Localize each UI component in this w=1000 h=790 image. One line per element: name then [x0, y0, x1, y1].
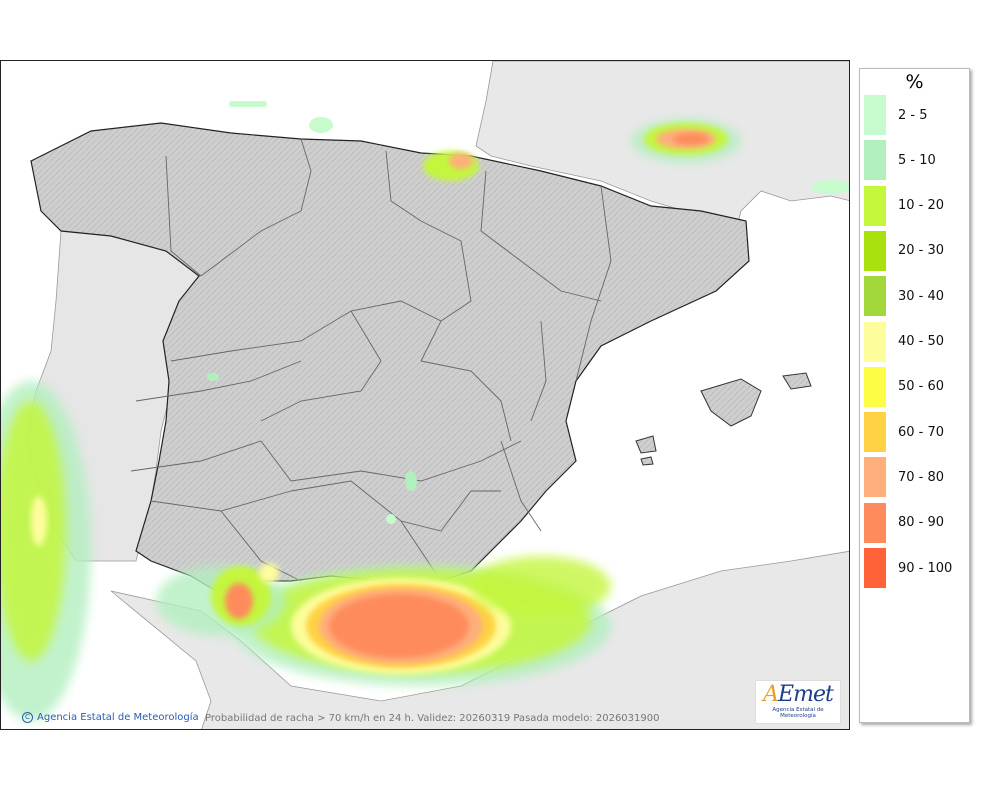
map-caption: Probabilidad de racha > 70 km/h en 24 h.…	[205, 713, 660, 724]
legend-item: 20 - 30	[864, 230, 945, 271]
region-borders	[130, 138, 612, 582]
legend-item: 10 - 20	[864, 185, 945, 226]
legend-label: 80 - 90	[898, 515, 945, 531]
legend-label: 5 - 10	[898, 152, 936, 168]
legend-swatch	[864, 366, 886, 407]
africa-land	[110, 550, 849, 729]
legend-item: 30 - 40	[864, 276, 945, 317]
legend-label: 20 - 30	[898, 243, 945, 259]
legend-swatch	[864, 95, 886, 135]
probability-map	[1, 61, 849, 729]
mallorca	[700, 378, 762, 427]
legend-label: 2 - 5	[898, 107, 928, 123]
legend-item: 50 - 60	[864, 366, 945, 407]
legend-swatch	[864, 230, 886, 271]
aemet-logo[interactable]: AEmet Agencia Estatal de Meteorología	[755, 680, 841, 724]
legend-item: 60 - 70	[864, 412, 945, 453]
spain-land	[30, 122, 750, 592]
aemet-logo-subtitle: Agencia Estatal de Meteorología	[772, 707, 824, 719]
legend-label: 30 - 40	[898, 288, 945, 304]
legend-label: 40 - 50	[898, 334, 945, 349]
legend-label: 10 - 20	[898, 198, 945, 214]
legend-swatch	[864, 185, 886, 226]
legend-swatch	[864, 321, 886, 362]
legend-item: 5 - 10	[864, 140, 936, 181]
agency-credit-text: Agencia Estatal de Meteorología	[37, 712, 199, 723]
legend-item: 70 - 80	[864, 457, 945, 498]
copyright-icon: C	[22, 712, 33, 723]
ibiza	[635, 435, 657, 454]
menorca	[782, 372, 812, 390]
legend-swatch	[864, 140, 886, 181]
legend-label: 90 - 100	[898, 560, 953, 576]
legend-panel: % 2 - 5 5 - 10 10 - 20 20 - 30 30 - 40 40 - 5…	[859, 68, 970, 723]
legend-item: 2 - 5	[864, 95, 928, 135]
legend-unit: %	[905, 71, 924, 93]
legend-swatch	[864, 502, 886, 543]
aemet-logo-wordmark: AEmet	[763, 682, 834, 707]
legend-swatch	[864, 276, 886, 317]
legend-swatch	[864, 548, 886, 588]
legend-label: 60 - 70	[898, 424, 945, 440]
legend-item: 40 - 50	[864, 321, 945, 362]
legend-item: 90 - 100	[864, 548, 952, 588]
legend-swatch	[864, 412, 886, 453]
legend-swatch	[864, 457, 886, 498]
legend-label: 70 - 80	[898, 469, 945, 485]
legend-label: 50 - 60	[898, 379, 945, 395]
map-frame[interactable]	[0, 60, 850, 730]
legend-item: 80 - 90	[864, 502, 945, 543]
agency-credit: C Agencia Estatal de Meteorología	[22, 712, 199, 723]
formentera	[640, 456, 654, 466]
probability-fields	[1, 101, 849, 721]
